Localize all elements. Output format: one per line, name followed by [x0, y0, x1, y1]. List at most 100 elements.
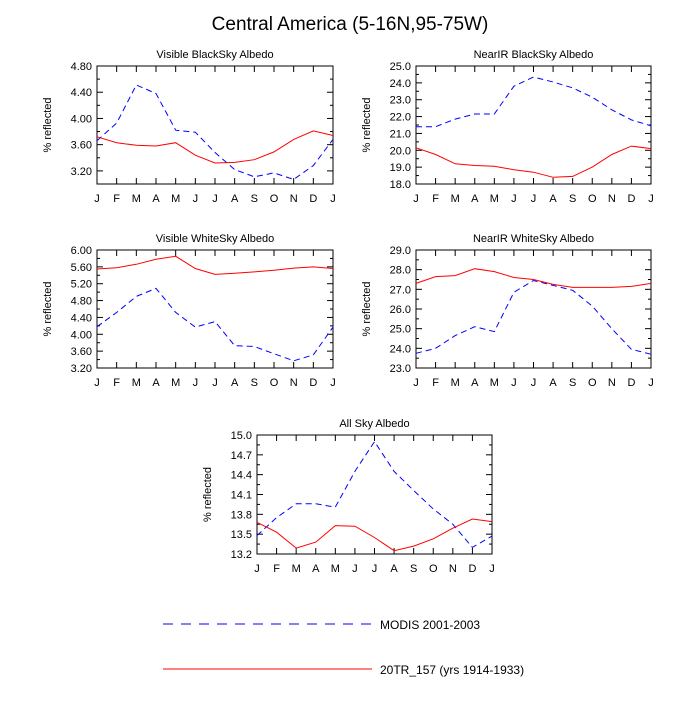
y-tick-label: 4.40 — [71, 87, 92, 99]
y-tick-label: 3.20 — [71, 363, 92, 375]
y-tick-label: 13.8 — [231, 509, 252, 521]
x-tick-label: O — [429, 563, 438, 575]
y-tick-label: 3.60 — [71, 140, 92, 152]
y-axis-label: % reflected — [361, 281, 373, 336]
x-tick-label: J — [531, 193, 537, 205]
x-tick-label: F — [113, 193, 120, 205]
x-tick-label: D — [627, 377, 635, 389]
x-tick-label: J — [413, 377, 419, 389]
y-tick-label: 5.20 — [71, 279, 92, 291]
x-tick-label: M — [171, 377, 180, 389]
x-tick-label: N — [449, 563, 457, 575]
y-tick-label: 13.5 — [231, 529, 252, 541]
y-tick-label: 24.0 — [390, 78, 411, 90]
y-tick-label: 23.0 — [390, 363, 411, 375]
x-tick-label: M — [451, 193, 460, 205]
x-tick-label: J — [511, 377, 517, 389]
y-tick-label: 13.2 — [231, 549, 252, 561]
y-tick-label: 19.0 — [390, 162, 411, 174]
figure-title: Central America (5-16N,95-75W) — [212, 14, 489, 35]
x-tick-label: M — [331, 563, 340, 575]
y-tick-label: 20.0 — [390, 145, 411, 157]
x-tick-label: D — [468, 563, 476, 575]
x-tick-label: F — [113, 377, 120, 389]
panel-title: NearIR WhiteSky Albedo — [473, 233, 594, 245]
panel-title: Visible WhiteSky Albedo — [156, 233, 274, 245]
x-tick-label: S — [410, 563, 417, 575]
y-tick-label: 14.1 — [231, 490, 252, 502]
x-tick-label: S — [569, 193, 576, 205]
x-tick-label: S — [569, 377, 576, 389]
y-tick-label: 25.0 — [390, 61, 411, 73]
y-tick-label: 15.0 — [231, 430, 252, 442]
plot-frame — [256, 434, 493, 555]
y-tick-label: 14.4 — [231, 470, 252, 482]
series-line-modis — [96, 84, 334, 180]
x-tick-label: J — [212, 377, 218, 389]
y-tick-label: 3.20 — [71, 166, 92, 178]
x-tick-label: J — [330, 377, 336, 389]
x-tick-label: A — [390, 563, 398, 575]
x-tick-label: J — [531, 377, 537, 389]
x-tick-label: J — [648, 377, 654, 389]
x-tick-label: J — [94, 377, 100, 389]
y-tick-label: 18.0 — [390, 179, 411, 191]
x-tick-label: A — [471, 193, 479, 205]
x-tick-label: D — [627, 193, 635, 205]
x-tick-label: J — [212, 193, 218, 205]
x-tick-label: J — [413, 193, 419, 205]
x-tick-label: N — [290, 377, 298, 389]
x-tick-label: A — [231, 377, 239, 389]
series-line-modis — [96, 287, 334, 362]
y-tick-label: 5.60 — [71, 262, 92, 274]
y-tick-label: 25.0 — [390, 324, 411, 336]
x-tick-label: F — [432, 377, 439, 389]
x-tick-label: A — [471, 377, 479, 389]
y-tick-label: 22.0 — [390, 112, 411, 124]
plot-frame — [96, 65, 334, 185]
plot-frame — [415, 249, 652, 369]
x-tick-label: S — [251, 377, 258, 389]
x-tick-label: D — [309, 193, 317, 205]
series-line-modis — [256, 440, 493, 549]
series-line-model — [415, 268, 652, 288]
y-tick-label: 21.0 — [390, 128, 411, 140]
x-tick-label: M — [132, 377, 141, 389]
x-tick-label: J — [511, 193, 517, 205]
panel-title: All Sky Albedo — [339, 418, 409, 430]
x-tick-label: D — [309, 377, 317, 389]
series-line-model — [96, 255, 334, 275]
x-tick-label: A — [231, 193, 239, 205]
y-axis-label: % reflected — [42, 281, 54, 336]
x-tick-label: A — [312, 563, 320, 575]
x-tick-label: N — [608, 193, 616, 205]
x-tick-label: J — [489, 563, 495, 575]
x-tick-label: J — [330, 193, 336, 205]
y-tick-label: 29.0 — [390, 245, 411, 257]
y-tick-label: 4.80 — [71, 296, 92, 308]
x-tick-label: M — [490, 193, 499, 205]
legend-model-label: 20TR_157 (yrs 1914-1933) — [380, 663, 524, 677]
legend: MODIS 2001-2003 20TR_157 (yrs 1914-1933) — [163, 618, 524, 677]
x-tick-label: J — [193, 377, 199, 389]
y-tick-label: 26.0 — [390, 304, 411, 316]
panel-title: NearIR BlackSky Albedo — [474, 49, 594, 61]
legend-modis-label: MODIS 2001-2003 — [380, 618, 480, 632]
series-line-modis — [416, 76, 652, 128]
x-tick-label: A — [152, 377, 160, 389]
x-tick-label: J — [254, 563, 260, 575]
y-axis-label: % reflected — [361, 97, 373, 152]
x-tick-label: O — [270, 193, 279, 205]
x-tick-label: O — [588, 377, 597, 389]
panel-title: Visible BlackSky Albedo — [156, 49, 273, 61]
x-tick-label: M — [451, 377, 460, 389]
x-tick-label: A — [152, 193, 160, 205]
x-tick-label: J — [648, 193, 654, 205]
y-tick-label: 4.00 — [71, 329, 92, 341]
